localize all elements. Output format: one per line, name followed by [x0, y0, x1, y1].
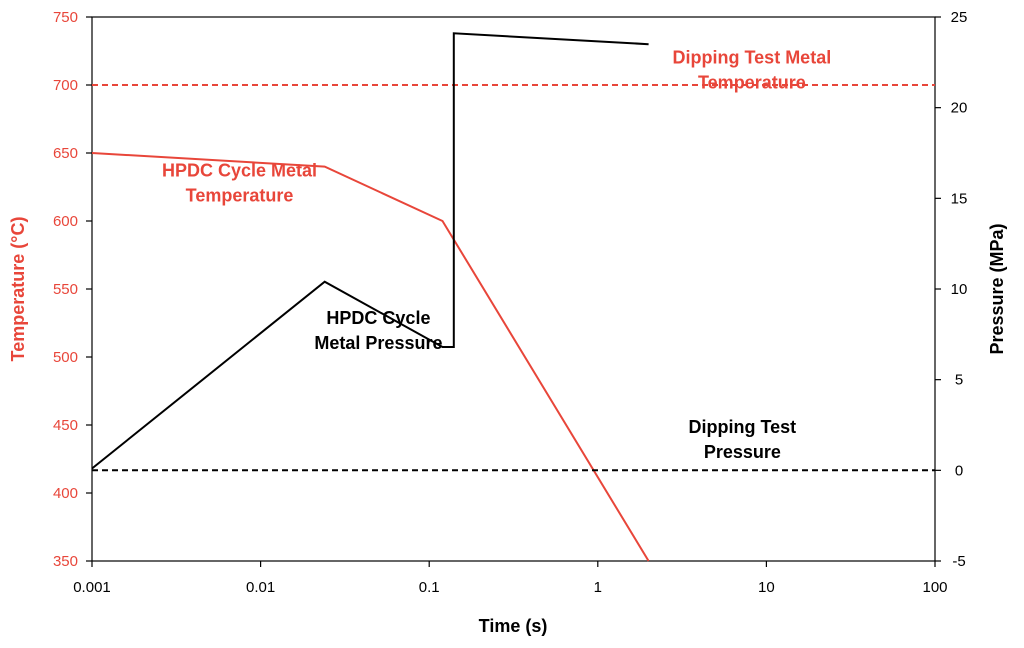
y-right-tick-label: 10 [951, 281, 968, 298]
x-tick-label: 100 [922, 579, 947, 596]
x-tick-label: 10 [758, 579, 775, 596]
x-tick-label: 0.001 [73, 579, 111, 596]
y-right-tick-label: 15 [951, 190, 968, 207]
y-axis-left-title: Temperature (°C) [8, 217, 28, 362]
y-right-tick-label: 0 [955, 462, 963, 479]
y-left-tick-label: 500 [53, 349, 78, 366]
dipping-temperature-label: Dipping Test Metal Temperature [673, 47, 832, 92]
hpdc-temperature-line [91, 152, 650, 562]
y-left-tick-label: 650 [53, 145, 78, 162]
plot-area-border [91, 16, 936, 562]
x-tick-label: 0.1 [419, 579, 440, 596]
y-left-tick-label: 400 [53, 485, 78, 502]
y-left-tick-label: 550 [53, 281, 78, 298]
y-right-tick-label: 20 [951, 100, 968, 117]
y-axis-right-title: Pressure (MPa) [987, 223, 1007, 354]
hpdc-pressure-line [91, 32, 649, 470]
y-right-tick-label: -5 [952, 553, 965, 570]
y-right-tick-label: 5 [955, 372, 963, 389]
y-left-tick-label: 350 [53, 553, 78, 570]
x-axis-title: Time (s) [479, 616, 548, 636]
x-tick-label: 0.01 [246, 579, 275, 596]
hpdc-pressure-label: HPDC Cycle Metal Pressure [314, 308, 442, 353]
y-left-tick-label: 600 [53, 213, 78, 230]
dipping-pressure-label: Dipping Test Pressure [689, 417, 797, 462]
x-tick-label: 1 [594, 579, 602, 596]
y-left-tick-label: 450 [53, 417, 78, 434]
y-left-tick-label: 750 [53, 9, 78, 26]
hpdc-temperature-label: HPDC Cycle Metal Temperature [162, 160, 317, 205]
y-left-tick-label: 700 [53, 77, 78, 94]
y-right-tick-label: 25 [951, 9, 968, 26]
